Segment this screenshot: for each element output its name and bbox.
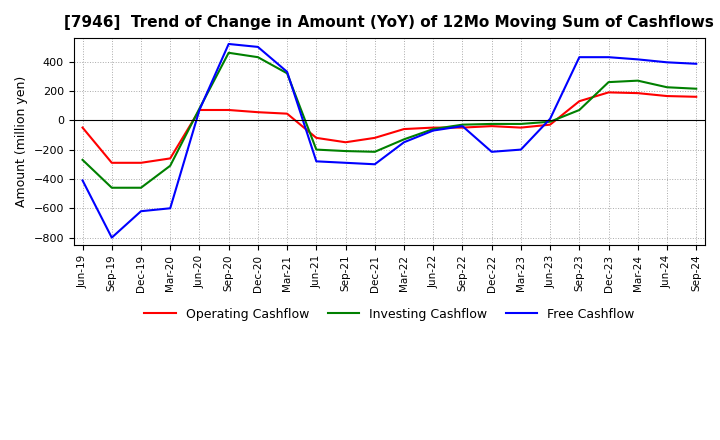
Operating Cashflow [546, 122, 554, 127]
Title: [7946]  Trend of Change in Amount (YoY) of 12Mo Moving Sum of Cashflows: [7946] Trend of Change in Amount (YoY) o… [65, 15, 714, 30]
Investing Cashflow [604, 80, 613, 85]
Operating Cashflow [225, 107, 233, 113]
Investing Cashflow [575, 107, 584, 113]
Investing Cashflow [195, 106, 204, 111]
Investing Cashflow [662, 84, 671, 90]
Free Cashflow [225, 41, 233, 47]
Investing Cashflow [137, 185, 145, 191]
Operating Cashflow [575, 99, 584, 104]
Free Cashflow [341, 160, 350, 165]
Free Cashflow [283, 69, 292, 74]
Operating Cashflow [692, 94, 701, 99]
Operating Cashflow [662, 93, 671, 99]
Operating Cashflow [107, 160, 116, 165]
Free Cashflow [371, 161, 379, 167]
Free Cashflow [662, 60, 671, 65]
Operating Cashflow [429, 125, 438, 130]
Investing Cashflow [487, 121, 496, 127]
Investing Cashflow [371, 149, 379, 154]
Operating Cashflow [137, 160, 145, 165]
Legend: Operating Cashflow, Investing Cashflow, Free Cashflow: Operating Cashflow, Investing Cashflow, … [140, 303, 639, 326]
Free Cashflow [487, 149, 496, 154]
Free Cashflow [137, 209, 145, 214]
Investing Cashflow [225, 50, 233, 55]
Investing Cashflow [283, 71, 292, 76]
Operating Cashflow [283, 111, 292, 116]
Free Cashflow [429, 128, 438, 133]
Operating Cashflow [166, 156, 174, 161]
Free Cashflow [107, 235, 116, 240]
Investing Cashflow [166, 163, 174, 169]
Free Cashflow [634, 57, 642, 62]
Investing Cashflow [458, 122, 467, 127]
Investing Cashflow [692, 86, 701, 92]
Investing Cashflow [634, 78, 642, 83]
Free Cashflow [312, 159, 320, 164]
Y-axis label: Amount (million yen): Amount (million yen) [15, 76, 28, 207]
Investing Cashflow [400, 137, 408, 142]
Free Cashflow [400, 139, 408, 145]
Operating Cashflow [341, 139, 350, 145]
Free Cashflow [166, 205, 174, 211]
Line: Operating Cashflow: Operating Cashflow [83, 92, 696, 163]
Investing Cashflow [429, 126, 438, 132]
Free Cashflow [516, 147, 525, 152]
Operating Cashflow [371, 135, 379, 140]
Investing Cashflow [107, 185, 116, 191]
Operating Cashflow [604, 90, 613, 95]
Investing Cashflow [78, 157, 87, 162]
Free Cashflow [692, 61, 701, 66]
Line: Investing Cashflow: Investing Cashflow [83, 53, 696, 188]
Investing Cashflow [312, 147, 320, 152]
Operating Cashflow [78, 125, 87, 130]
Free Cashflow [458, 124, 467, 129]
Operating Cashflow [516, 125, 525, 130]
Operating Cashflow [312, 135, 320, 140]
Operating Cashflow [487, 124, 496, 129]
Line: Free Cashflow: Free Cashflow [83, 44, 696, 238]
Investing Cashflow [253, 55, 262, 60]
Operating Cashflow [634, 91, 642, 96]
Operating Cashflow [458, 125, 467, 130]
Free Cashflow [195, 107, 204, 113]
Operating Cashflow [253, 110, 262, 115]
Free Cashflow [253, 44, 262, 50]
Investing Cashflow [546, 119, 554, 125]
Operating Cashflow [400, 126, 408, 132]
Operating Cashflow [195, 107, 204, 113]
Free Cashflow [78, 178, 87, 183]
Free Cashflow [604, 55, 613, 60]
Investing Cashflow [516, 121, 525, 127]
Investing Cashflow [341, 148, 350, 154]
Free Cashflow [575, 55, 584, 60]
Free Cashflow [546, 116, 554, 121]
